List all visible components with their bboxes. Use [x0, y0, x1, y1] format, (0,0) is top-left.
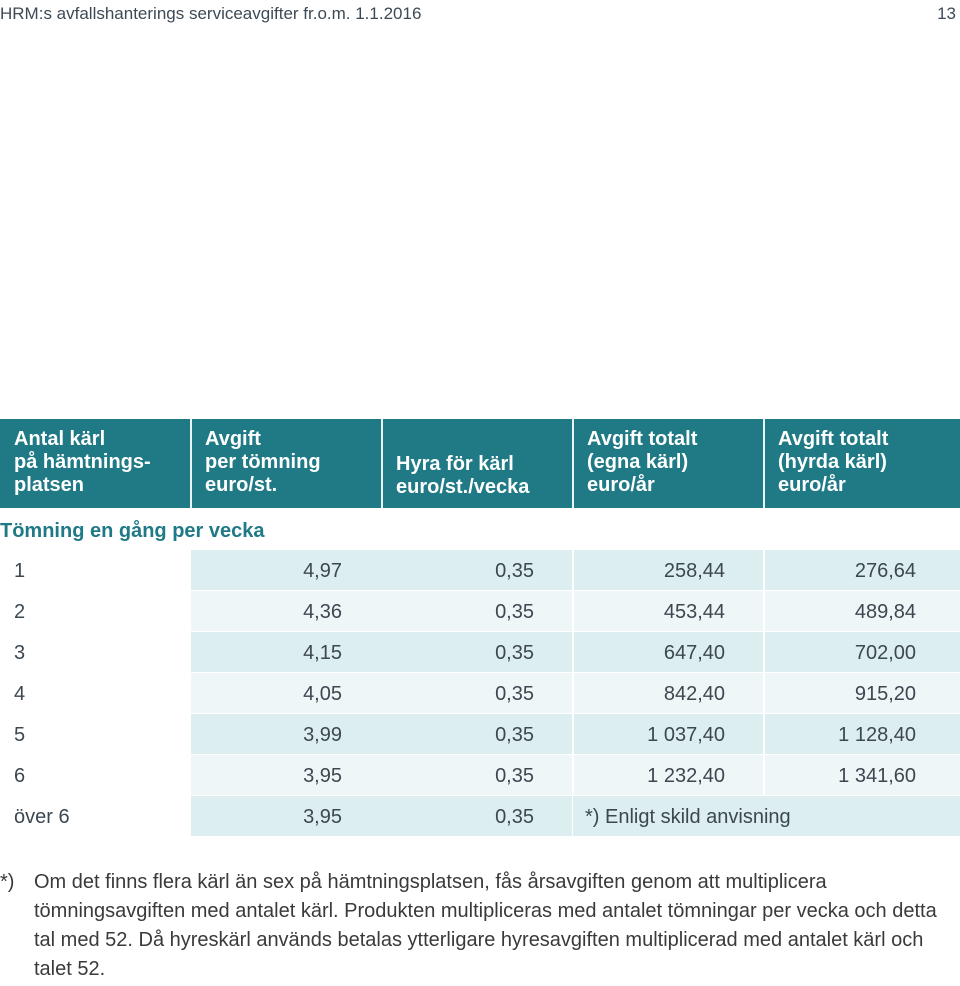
column-divider	[763, 714, 765, 754]
column-divider	[763, 591, 765, 631]
column-divider	[572, 755, 574, 795]
column-header-antal-karl: Antal kärl på hämtnings- platsen	[0, 419, 190, 508]
column-divider	[572, 632, 574, 672]
column-divider	[572, 550, 574, 590]
table-row: över 6 3,95 0,35 *) Enligt skild anvisni…	[0, 796, 960, 836]
cell-per-tomning: 3,95	[191, 755, 382, 795]
cell-hyra: 0,35	[382, 632, 572, 672]
page-number: 13	[937, 4, 956, 23]
table-row: 1 4,97 0,35 258,44 276,64	[0, 550, 960, 590]
cell-per-tomning: 4,05	[191, 673, 382, 713]
cell-count: över 6	[14, 806, 70, 828]
cell-per-tomning: 4,15	[191, 632, 382, 672]
table-row: 3 4,15 0,35 647,40 702,00	[0, 632, 960, 672]
column-divider	[572, 419, 574, 508]
column-header-label: Avgift totalt (egna kärl) euro/år	[587, 428, 698, 496]
cell-hyrda: 1 128,40	[764, 714, 960, 754]
cell-hyrda: 489,84	[764, 591, 960, 631]
cell-per-tomning: 4,36	[191, 591, 382, 631]
cell-per-tomning: 3,95	[191, 796, 382, 836]
column-header-label: Avgift per tömning euro/st.	[205, 428, 321, 496]
cell-count: 6	[14, 765, 26, 787]
column-divider	[190, 419, 192, 508]
cell-hyra: 0,35	[382, 673, 572, 713]
column-header-hyra: Hyra för kärl euro/st./vecka	[381, 419, 572, 508]
cell-egna: 647,40	[573, 632, 763, 672]
cell-count: 1	[14, 560, 26, 582]
cell-egna: 258,44	[573, 550, 763, 590]
cell-hyra: 0,35	[382, 550, 572, 590]
table-row: 2 4,36 0,35 453,44 489,84	[0, 591, 960, 631]
cell-count: 3	[14, 642, 26, 664]
cell-hyra: 0,35	[382, 755, 572, 795]
cell-hyrda: 702,00	[764, 632, 960, 672]
footnote-text: Om det finns flera kärl än sex på hämtni…	[34, 871, 937, 980]
column-divider	[763, 632, 765, 672]
cell-count: 5	[14, 724, 26, 746]
table-header: Antal kärl på hämtnings- platsen Avgift …	[0, 419, 960, 508]
cell-egna: 842,40	[573, 673, 763, 713]
column-divider	[381, 419, 383, 508]
column-divider	[763, 755, 765, 795]
cell-egna: 1 037,40	[573, 714, 763, 754]
cell-note: *) Enligt skild anvisning	[573, 796, 960, 836]
cell-hyrda: 915,20	[764, 673, 960, 713]
cell-per-tomning: 3,99	[191, 714, 382, 754]
column-header-label: Antal kärl på hämtnings- platsen	[14, 428, 151, 496]
column-divider	[572, 714, 574, 754]
cell-egna: 1 232,40	[573, 755, 763, 795]
cell-count: 2	[14, 601, 26, 623]
column-divider	[763, 419, 765, 508]
cell-count: 4	[14, 683, 26, 705]
page-header: HRM:s avfallshanterings serviceavgifter …	[0, 0, 960, 30]
cell-hyra: 0,35	[382, 714, 572, 754]
column-header-avgift-egna: Avgift totalt (egna kärl) euro/år	[572, 419, 763, 508]
table-row: 6 3,95 0,35 1 232,40 1 341,60	[0, 755, 960, 795]
table-row: 4 4,05 0,35 842,40 915,20	[0, 673, 960, 713]
column-header-avgift-per-tomning: Avgift per tömning euro/st.	[190, 419, 381, 508]
section-label: Tömning en gång per vecka	[0, 520, 265, 542]
cell-hyrda: 1 341,60	[764, 755, 960, 795]
document-title: HRM:s avfallshanterings serviceavgifter …	[0, 4, 422, 23]
footnote-marker: *)	[0, 871, 15, 893]
column-divider	[763, 673, 765, 713]
table-row: 5 3,99 0,35 1 037,40 1 128,40	[0, 714, 960, 754]
cell-hyra: 0,35	[382, 796, 572, 836]
column-header-label: Hyra för kärl euro/st./vecka	[396, 453, 530, 498]
cell-per-tomning: 4,97	[191, 550, 382, 590]
cell-hyra: 0,35	[382, 591, 572, 631]
table-body: 1 4,97 0,35 258,44 276,64 2 4,36 0,35 45…	[0, 550, 960, 837]
column-header-label: Avgift totalt (hyrda kärl) euro/år	[778, 428, 889, 496]
cell-hyrda: 276,64	[764, 550, 960, 590]
column-divider	[572, 591, 574, 631]
column-divider	[763, 550, 765, 590]
cell-egna: 453,44	[573, 591, 763, 631]
column-header-avgift-hyrda: Avgift totalt (hyrda kärl) euro/år	[763, 419, 960, 508]
column-divider	[572, 673, 574, 713]
